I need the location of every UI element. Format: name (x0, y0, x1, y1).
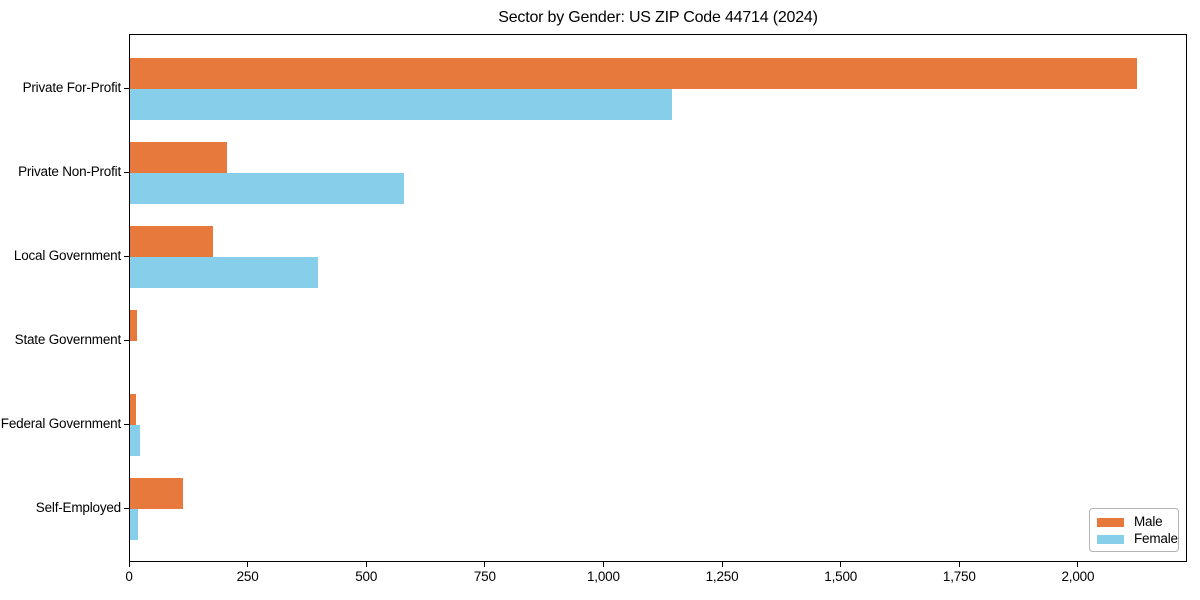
xtick-label-1-000: 1,000 (586, 569, 620, 584)
bar-male-private-for-profit (130, 58, 1138, 89)
bar-male-self-employed (130, 478, 183, 509)
xtick-mark (602, 562, 604, 567)
xtick-mark (365, 562, 367, 567)
xtick-mark (128, 562, 130, 567)
xtick-label-2-000: 2,000 (1061, 569, 1095, 584)
ytick-label-local-government: Local Government (13, 248, 121, 263)
legend: Male Female (1089, 508, 1179, 552)
bar-female-private-for-profit (130, 89, 673, 120)
xtick-label-250: 250 (236, 569, 259, 584)
xtick-label-1-750: 1,750 (942, 569, 976, 584)
xtick-label-750: 750 (473, 569, 496, 584)
male-swatch-icon (1097, 517, 1124, 527)
ytick-label-federal-government: Federal Government (0, 416, 121, 431)
xtick-mark (247, 562, 249, 567)
ytick-label-private-non-profit: Private Non-Profit (18, 164, 121, 179)
bar-female-local-government (130, 257, 319, 288)
ytick-label-self-employed: Self-Employed (35, 500, 121, 515)
bar-male-state-government (130, 310, 138, 341)
legend-item-female: Female (1097, 531, 1178, 547)
xtick-label-0: 0 (125, 569, 133, 584)
bar-male-local-government (130, 226, 213, 257)
legend-label-female: Female (1134, 531, 1178, 546)
xtick-label-500: 500 (355, 569, 378, 584)
xtick-mark (1077, 562, 1079, 567)
xtick-mark (958, 562, 960, 567)
chart-title: Sector by Gender: US ZIP Code 44714 (202… (498, 9, 818, 26)
ytick-mark (124, 424, 129, 425)
bar-female-federal-government (130, 425, 141, 456)
ytick-mark (124, 88, 129, 89)
bar-female-private-non-profit (130, 173, 405, 204)
xtick-mark (721, 562, 723, 567)
xtick-label-1-250: 1,250 (705, 569, 739, 584)
female-swatch-icon (1097, 534, 1124, 544)
legend-item-male: Male (1097, 514, 1171, 530)
bar-female-self-employed (130, 509, 138, 540)
xtick-mark (484, 562, 486, 567)
bar-male-private-non-profit (130, 142, 227, 173)
xtick-mark (840, 562, 842, 567)
plot-area (129, 34, 1187, 562)
ytick-label-private-for-profit: Private For-Profit (22, 80, 122, 95)
ytick-mark (124, 340, 129, 341)
ytick-mark (124, 256, 129, 257)
ytick-mark (124, 508, 129, 509)
ytick-mark (124, 172, 129, 173)
xtick-label-1-500: 1,500 (824, 569, 858, 584)
legend-label-male: Male (1134, 514, 1163, 529)
bar-male-federal-government (130, 394, 136, 425)
ytick-label-state-government: State Government (14, 332, 122, 347)
